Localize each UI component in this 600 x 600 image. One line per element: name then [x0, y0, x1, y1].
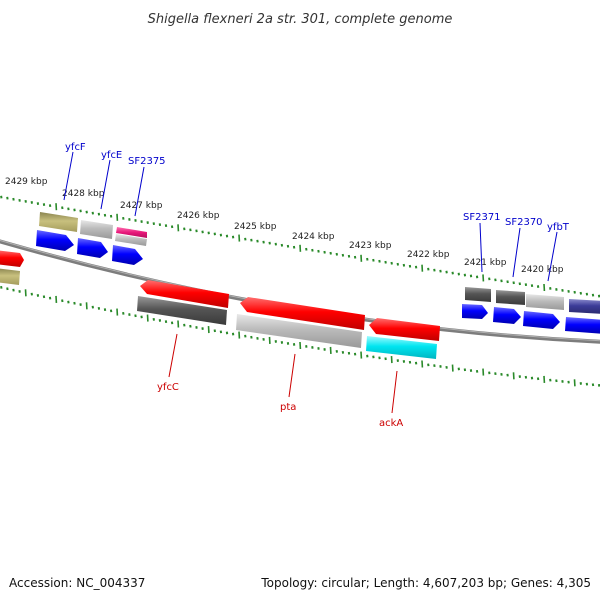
upper-gene-leaders: [63, 151, 558, 282]
lower-features: [0, 250, 440, 359]
kbp-label: 2427 kbp: [120, 201, 163, 211]
feature-red-lower[interactable]: [369, 318, 440, 341]
gene-label-lower[interactable]: ackA: [379, 418, 403, 429]
feature-blue-upper[interactable]: [36, 230, 74, 251]
gene-label-upper[interactable]: SF2370: [505, 217, 543, 228]
map-title: Shigella flexneri 2a str. 301, complete …: [148, 12, 453, 27]
upper-features: [36, 212, 600, 334]
feature-cyan-lower[interactable]: [366, 336, 437, 359]
feature-purple-upper[interactable]: [569, 299, 600, 314]
lower-gene-leaders: [168, 333, 398, 414]
feature-grey-lower[interactable]: [236, 314, 362, 348]
feature-blue-upper[interactable]: [523, 311, 560, 329]
accession-text: Accession: NC_004337: [9, 576, 145, 590]
feature-blue-upper[interactable]: [112, 245, 143, 265]
feature-grey-upper-small[interactable]: [115, 234, 147, 246]
upper-gene-labels: yfcF yfcE SF2375 SF2371 SF2370 yfbT: [65, 142, 570, 233]
kbp-label: 2428 kbp: [62, 189, 105, 199]
kbp-label: 2425 kbp: [234, 222, 277, 232]
gene-label-lower[interactable]: yfcC: [157, 382, 179, 393]
kbp-label: 2421 kbp: [464, 258, 507, 268]
feature-dark-upper[interactable]: [465, 287, 491, 302]
feature-blue-upper[interactable]: [493, 307, 521, 324]
feature-olive-left-edge[interactable]: [0, 268, 20, 285]
feature-red-left-edge[interactable]: [0, 250, 24, 267]
kbp-label: 2423 kbp: [349, 241, 392, 251]
feature-magenta-upper[interactable]: [116, 227, 147, 238]
feature-blue-upper[interactable]: [565, 317, 600, 334]
feature-dark-upper[interactable]: [496, 290, 525, 305]
feature-grey-upper[interactable]: [80, 220, 113, 239]
feature-blue-upper[interactable]: [462, 304, 488, 319]
genome-summary-text: Topology: circular; Length: 4,607,203 bp…: [260, 576, 591, 590]
gene-label-upper[interactable]: yfbT: [547, 222, 570, 233]
feature-dark-lower[interactable]: [137, 296, 227, 325]
kbp-label: 2424 kbp: [292, 232, 335, 242]
kbp-label: 2426 kbp: [177, 211, 220, 221]
feature-red-lower[interactable]: [140, 280, 229, 308]
feature-grey-upper[interactable]: [526, 294, 564, 310]
kbp-label: 2420 kbp: [521, 265, 564, 275]
lower-gene-labels: yfcC pta ackA: [157, 382, 403, 429]
kbp-label: 2422 kbp: [407, 250, 450, 260]
feature-blue-upper[interactable]: [77, 238, 108, 258]
gene-label-upper[interactable]: yfcF: [65, 142, 86, 153]
feature-red-lower[interactable]: [240, 297, 365, 330]
scale-ticks: [0, 195, 600, 387]
kbp-label: 2429 kbp: [5, 177, 48, 187]
gene-label-upper[interactable]: SF2371: [463, 212, 501, 223]
feature-olive-upper[interactable]: [39, 212, 78, 232]
gene-label-lower[interactable]: pta: [280, 402, 296, 413]
gene-label-upper[interactable]: SF2375: [128, 156, 166, 167]
kbp-scale-labels: 2429 kbp 2428 kbp 2427 kbp 2426 kbp 2425…: [5, 177, 564, 275]
gene-label-upper[interactable]: yfcE: [101, 150, 122, 161]
